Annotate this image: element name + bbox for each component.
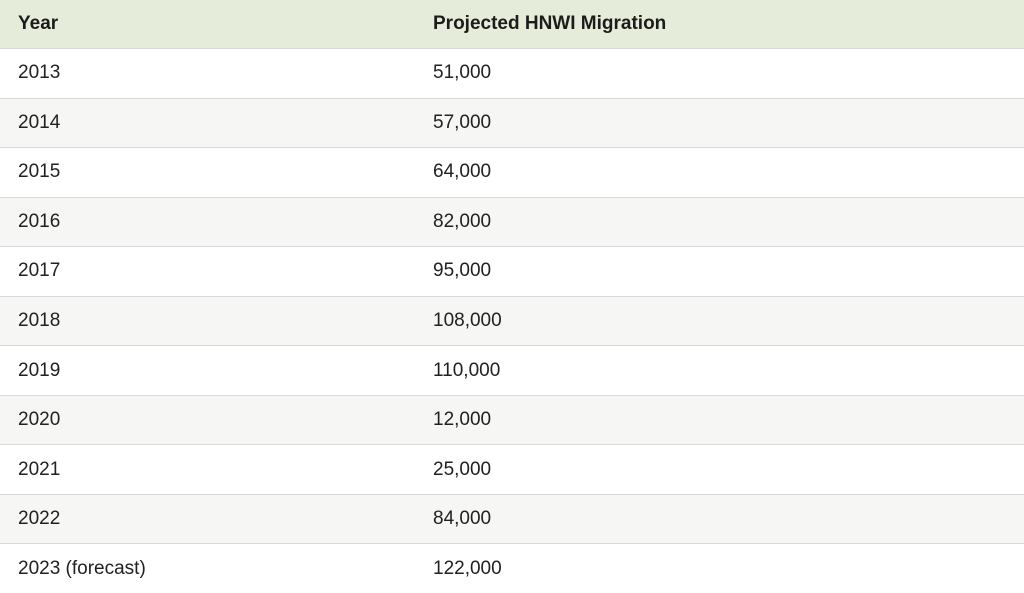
year-cell: 2013 (18, 62, 61, 84)
table-row: 2023 (forecast) 122,000 (0, 543, 1024, 593)
column-header-projected-hnwi-migration: Projected HNWI Migration (433, 13, 667, 34)
table-row: 2022 84,000 (0, 493, 1024, 544)
year-cell: 2022 (18, 508, 61, 530)
table-row: 2014 57,000 (0, 97, 1024, 148)
column-header-year: Year (18, 13, 59, 34)
year-cell: 2015 (18, 161, 61, 183)
migration-value-cell: 84,000 (433, 508, 492, 530)
table-row: 2018 108,000 (0, 295, 1024, 346)
migration-value-cell: 25,000 (433, 458, 492, 480)
year-cell: 2017 (18, 260, 61, 282)
year-cell: 2016 (18, 210, 61, 232)
migration-value-cell: 108,000 (433, 310, 502, 331)
migration-value-cell: 51,000 (433, 62, 492, 84)
table-row: 2013 51,000 (0, 48, 1024, 98)
table-row: 2017 95,000 (0, 246, 1024, 296)
table-row: 2020 12,000 (0, 394, 1024, 445)
table-body: 2013 51,000 2014 57,000 2015 64,000 2016… (0, 48, 1024, 593)
year-cell: 2023 (forecast) (18, 557, 146, 579)
year-cell: 2021 (18, 458, 61, 480)
table-row: 2019 110,000 (0, 345, 1024, 395)
table-row: 2015 64,000 (0, 147, 1024, 197)
table-header-row: Year Projected HNWI Migration (0, 0, 1024, 48)
migration-value-cell: 95,000 (433, 260, 492, 282)
year-cell: 2014 (18, 111, 61, 133)
migration-value-cell: 64,000 (433, 161, 492, 183)
year-cell: 2018 (18, 310, 61, 331)
table-row: 2021 25,000 (0, 444, 1024, 494)
migration-value-cell: 122,000 (433, 557, 502, 579)
migration-value-cell: 82,000 (433, 210, 492, 232)
migration-value-cell: 57,000 (433, 111, 492, 133)
migration-value-cell: 110,000 (433, 359, 501, 381)
table-row: 2016 82,000 (0, 196, 1024, 247)
migration-value-cell: 12,000 (433, 409, 492, 431)
year-cell: 2019 (18, 359, 61, 381)
year-cell: 2020 (18, 409, 61, 431)
